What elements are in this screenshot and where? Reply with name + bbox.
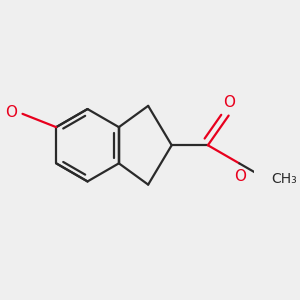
- Text: O: O: [234, 169, 246, 184]
- Text: CH₃: CH₃: [271, 172, 297, 186]
- Text: O: O: [223, 95, 235, 110]
- Text: O: O: [5, 105, 17, 120]
